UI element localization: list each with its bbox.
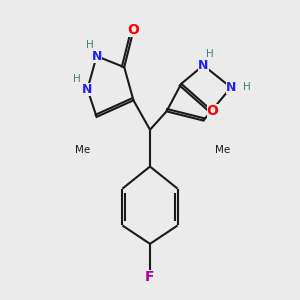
Text: Me: Me [215, 145, 230, 155]
Text: N: N [198, 59, 208, 72]
Text: O: O [128, 23, 140, 38]
Text: N: N [82, 83, 93, 96]
Text: H: H [86, 40, 94, 50]
Text: H: H [206, 49, 214, 59]
Text: H: H [73, 74, 80, 84]
Text: H: H [243, 82, 250, 92]
Text: Me: Me [75, 145, 91, 155]
Text: N: N [226, 81, 236, 94]
Text: N: N [92, 50, 102, 63]
Text: F: F [145, 270, 155, 284]
Text: O: O [207, 104, 218, 118]
